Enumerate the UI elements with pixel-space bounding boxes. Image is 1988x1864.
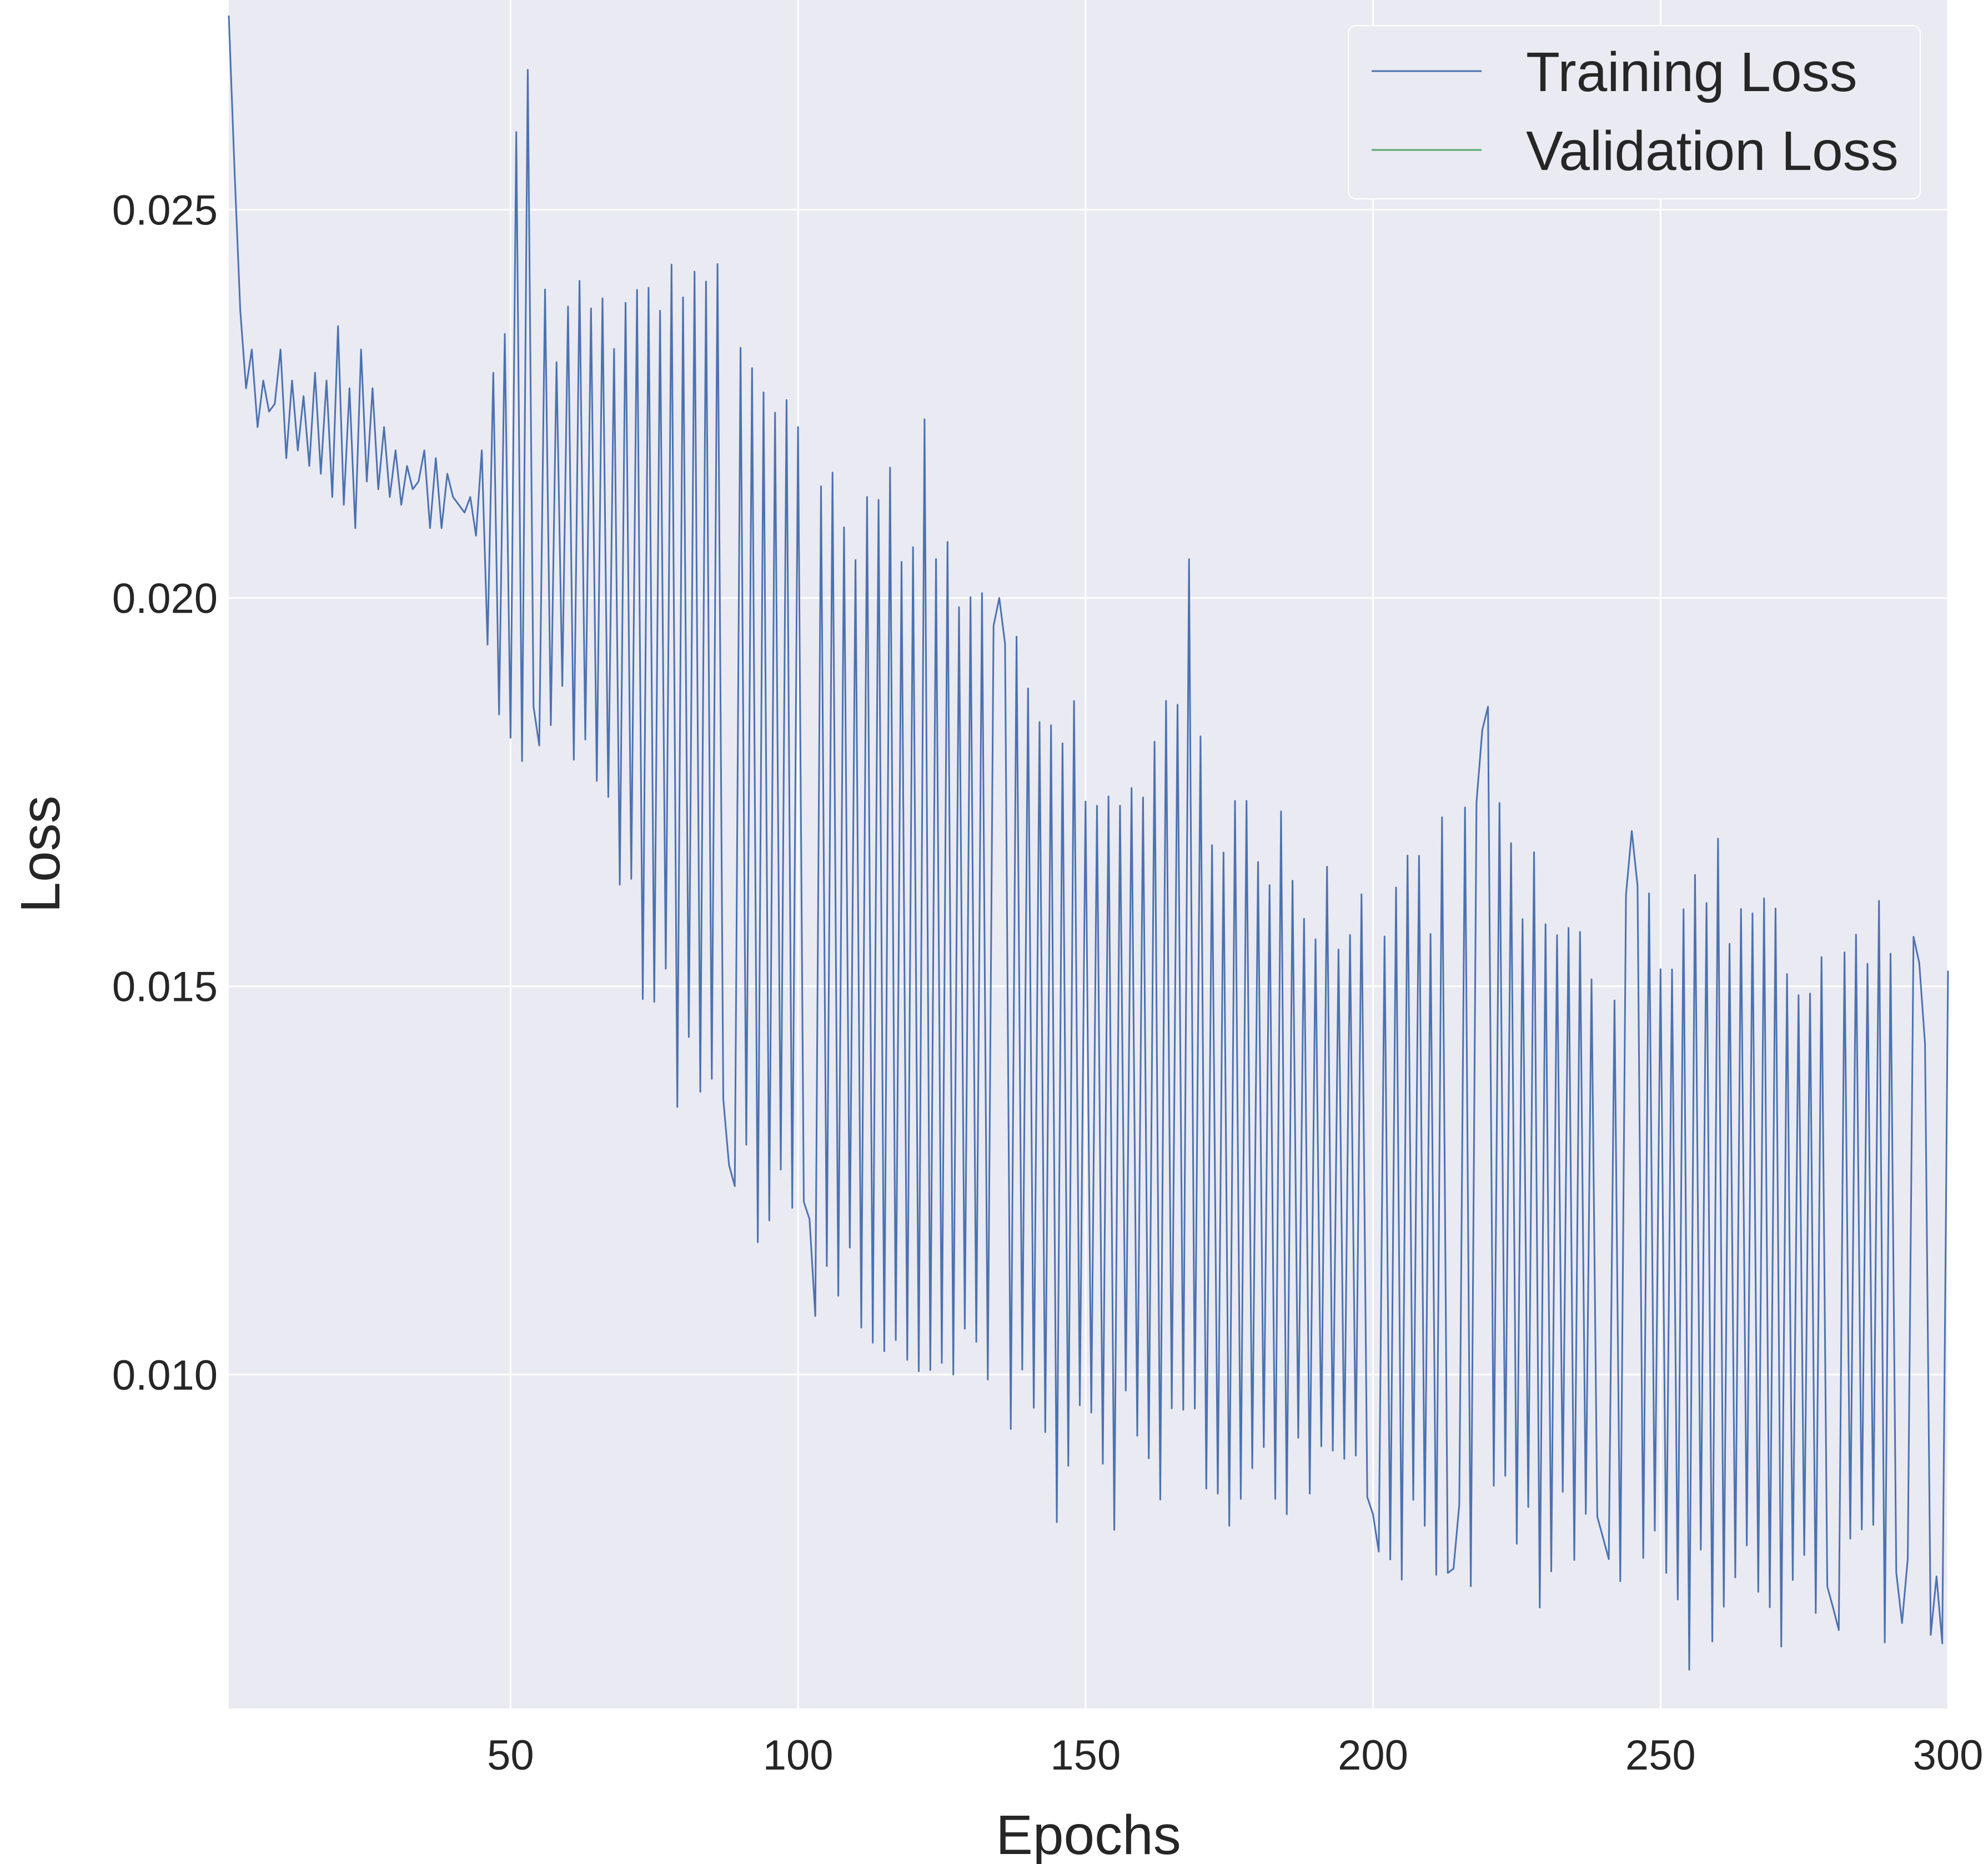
legend-label-training-loss: Training Loss — [1526, 41, 1858, 103]
x-tick-label: 200 — [1338, 1732, 1408, 1779]
y-tick-label: 0.015 — [112, 964, 218, 1011]
legend-box — [1348, 25, 1921, 199]
x-tick-label: 250 — [1625, 1732, 1696, 1779]
y-tick-label: 0.025 — [112, 187, 218, 234]
x-axis-label: Epochs — [996, 1804, 1181, 1864]
training-loss-line — [228, 15, 1949, 1671]
series-layer — [228, 15, 1949, 1671]
y-axis-label: Loss — [9, 795, 72, 913]
tick-labels: 50 100 150 200 250 300 0.010 0.015 0.020 0.025 — [112, 187, 1984, 1779]
legend-label-validation-loss: Validation Loss — [1526, 120, 1899, 182]
x-tick-label: 100 — [763, 1732, 834, 1779]
x-tick-label: 300 — [1913, 1732, 1984, 1779]
y-tick-label: 0.020 — [112, 575, 218, 623]
x-tick-label: 150 — [1050, 1732, 1121, 1779]
x-tick-label: 50 — [487, 1732, 534, 1779]
legend: Training Loss Validation Loss — [1348, 25, 1921, 199]
y-tick-label: 0.010 — [112, 1352, 218, 1399]
